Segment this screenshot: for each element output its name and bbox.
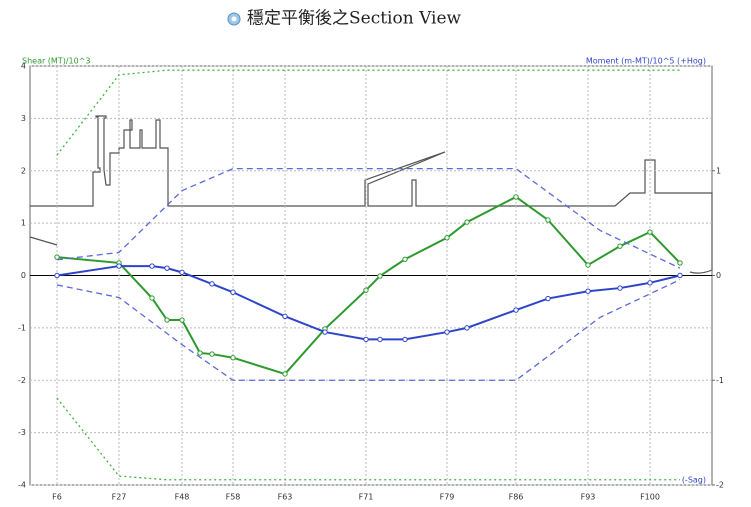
series-line [56, 279, 681, 381]
point [363, 336, 369, 343]
point [230, 289, 236, 295]
point [464, 219, 470, 225]
series-line [56, 69, 680, 156]
y2-tick-label: 1 [716, 166, 721, 175]
point [322, 329, 328, 335]
point [513, 194, 519, 200]
point [377, 273, 383, 279]
x-tick-label: F100 [640, 493, 660, 502]
x-tick-label: F6 [52, 493, 62, 502]
point [54, 272, 60, 279]
series-line [56, 265, 681, 341]
series-line [56, 168, 681, 269]
ship-silhouette [29, 115, 713, 274]
x-tick-label: F63 [278, 493, 293, 502]
point [149, 263, 155, 269]
point [209, 351, 215, 357]
chart-title: 穩定平衡後之Section View [247, 9, 462, 29]
point [179, 317, 185, 323]
y-axis-label: Shear (MT)/10^3 [22, 57, 91, 66]
x-tick-label: F93 [581, 493, 596, 502]
point [513, 307, 519, 313]
point [545, 217, 551, 223]
y-tick-label: 4 [21, 62, 26, 71]
y-tick-label: 3 [21, 114, 26, 123]
y-tick-label: -4 [18, 481, 26, 490]
x-tick-label: F79 [440, 493, 455, 502]
point [545, 295, 551, 302]
point [164, 317, 170, 323]
point [464, 325, 470, 331]
point [116, 263, 122, 269]
point [402, 336, 408, 343]
point [197, 350, 203, 356]
x-tick-label: F48 [175, 493, 190, 502]
point [54, 254, 60, 260]
point [179, 269, 185, 276]
y2-axis-label: Moment (m-MT)/10^5 (+Hog) [586, 57, 706, 66]
point [617, 285, 623, 291]
point [444, 235, 450, 241]
point [402, 256, 408, 262]
y2-tick-label: 0 [716, 271, 721, 280]
point [282, 313, 288, 320]
x-tick-label: F58 [226, 493, 241, 502]
point [230, 355, 236, 361]
y-tick-label: -2 [18, 376, 26, 385]
x-tick-label: F27 [112, 493, 127, 502]
y2-tick-label: -1 [716, 376, 724, 385]
point [444, 329, 450, 335]
x-tick-label: F86 [509, 493, 524, 502]
point [282, 371, 288, 377]
series-line [56, 397, 680, 481]
point [377, 336, 383, 343]
y-tick-label: 1 [21, 219, 26, 228]
point [647, 280, 653, 286]
y-tick-label: -1 [18, 323, 26, 332]
y-tick-label: 2 [21, 166, 26, 175]
point [585, 262, 591, 268]
y2-bottom-label: (-Sag) [682, 476, 706, 485]
point [209, 281, 215, 287]
point [677, 260, 683, 266]
point [585, 288, 591, 294]
point [164, 265, 170, 271]
point [647, 229, 653, 235]
point [617, 243, 623, 249]
y-tick-label: 0 [21, 271, 26, 280]
y2-tick-label: -2 [716, 481, 724, 490]
title-icon-dot [231, 16, 237, 22]
x-tick-label: F71 [359, 493, 374, 502]
y-tick-label: -3 [18, 428, 26, 437]
point [363, 287, 369, 293]
point [149, 295, 155, 301]
point [677, 272, 683, 279]
